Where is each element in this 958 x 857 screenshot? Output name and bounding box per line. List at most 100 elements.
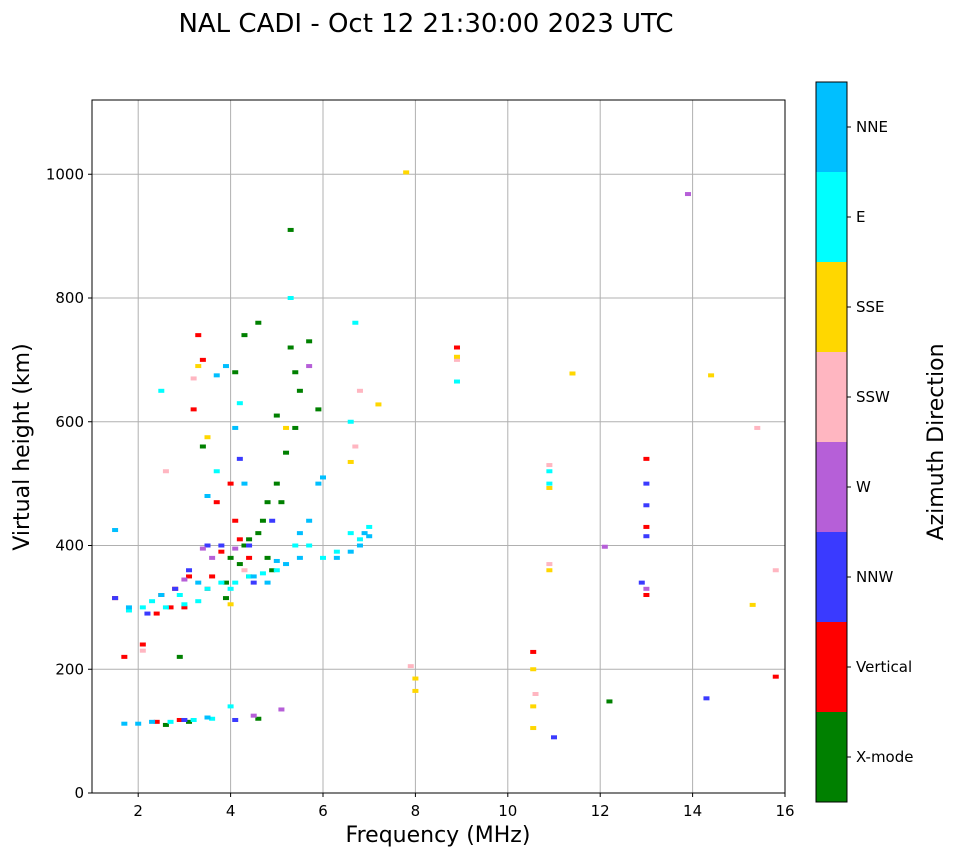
data-point-e	[195, 599, 202, 604]
data-point-x-mode	[606, 699, 613, 704]
data-point-nne	[241, 481, 248, 486]
colorbar-tick-label: SSW	[856, 388, 890, 406]
data-point-nne	[356, 543, 363, 548]
data-point-w	[232, 546, 239, 551]
data-point-nne	[204, 494, 211, 498]
data-point-x-mode	[176, 654, 183, 659]
data-point-e	[347, 531, 354, 536]
x-tick-label: 4	[226, 802, 236, 820]
data-point-nnw	[643, 481, 650, 486]
data-point-e	[287, 296, 294, 300]
y-tick-label: 800	[55, 289, 84, 307]
data-point-e	[352, 320, 359, 325]
data-point-vertical	[153, 611, 160, 616]
data-point-w	[643, 586, 650, 591]
data-points	[112, 170, 779, 740]
colorbar-frame	[815, 81, 848, 803]
data-point-nnw	[172, 586, 179, 591]
data-point-sse	[412, 676, 419, 681]
data-point-e	[453, 379, 460, 384]
data-point-x-mode	[278, 500, 285, 505]
colorbar-segment	[816, 352, 847, 442]
plot-area	[91, 99, 786, 794]
data-point-sse	[546, 568, 553, 573]
colorbar-segment	[816, 442, 847, 532]
data-point-x-mode	[236, 562, 243, 567]
colorbar-segment	[816, 82, 847, 172]
data-point-vertical	[176, 717, 183, 722]
data-point-sse	[749, 602, 756, 607]
data-point-nne	[320, 475, 326, 480]
x-axis-ticks: 2 4 6 8 10 12 14 16	[133, 793, 795, 820]
data-point-x-mode	[287, 227, 294, 232]
data-point-e	[218, 580, 225, 585]
data-point-x-mode	[199, 444, 206, 449]
data-point-x-mode	[273, 481, 280, 486]
data-point-ssw	[139, 648, 146, 653]
data-point-sse	[403, 170, 410, 175]
data-point-nnw	[246, 543, 253, 548]
data-point-e	[158, 388, 165, 393]
colorbar-tick-label: NNE	[856, 118, 888, 136]
data-point-x-mode	[292, 425, 299, 430]
data-point-x-mode	[315, 407, 322, 412]
colorbar-tick-label: SSE	[856, 298, 885, 316]
y-tick-label: 1000	[46, 165, 84, 183]
data-point-vertical	[199, 357, 206, 362]
data-point-vertical	[246, 555, 253, 560]
data-point-vertical	[195, 333, 202, 338]
colorbar-segment	[816, 712, 847, 802]
data-point-nnw	[643, 503, 650, 508]
data-point-e	[167, 719, 174, 724]
data-point-vertical	[186, 574, 193, 579]
data-point-vertical	[121, 654, 128, 659]
data-point-w	[181, 577, 188, 582]
x-tick-label: 6	[318, 802, 328, 820]
data-point-vertical	[232, 518, 239, 523]
data-point-x-mode	[259, 518, 266, 523]
data-point-x-mode	[241, 543, 248, 548]
data-point-nne	[232, 425, 239, 430]
data-point-e	[227, 704, 234, 709]
data-point-e	[320, 555, 326, 560]
colorbar-label: Azimuth Direction	[924, 343, 949, 540]
data-point-e	[227, 586, 234, 591]
data-point-nnw	[181, 717, 188, 722]
data-point-e	[162, 605, 169, 610]
data-point-vertical	[530, 649, 537, 654]
data-point-vertical	[190, 407, 197, 412]
data-point-w	[601, 544, 608, 549]
data-point-nne	[296, 531, 303, 536]
data-point-nnw	[144, 611, 151, 616]
data-point-nne	[112, 528, 119, 533]
data-point-nnw	[638, 580, 645, 585]
data-point-x-mode	[269, 568, 276, 573]
data-point-nnw	[186, 568, 193, 573]
data-point-nne	[347, 549, 354, 554]
data-point-vertical	[453, 345, 460, 350]
y-tick-label: 600	[55, 413, 84, 431]
data-point-nnw	[551, 735, 557, 740]
data-point-ssw	[352, 444, 359, 449]
data-point-nnw	[269, 518, 276, 523]
data-point-e	[209, 716, 216, 721]
data-point-ssw	[356, 388, 363, 393]
data-point-vertical	[643, 456, 650, 461]
data-point-w	[209, 555, 216, 560]
data-point-e	[213, 469, 220, 474]
data-point-vertical	[772, 674, 779, 679]
data-point-ssw	[190, 376, 197, 381]
data-point-e	[259, 571, 266, 576]
data-point-w	[684, 192, 691, 197]
data-point-ssw	[546, 463, 553, 468]
colorbar-tick-label: E	[856, 208, 865, 226]
data-point-nne	[333, 555, 340, 560]
data-point-w	[278, 707, 285, 712]
data-point-ssw	[453, 357, 460, 362]
data-point-vertical	[643, 524, 650, 529]
data-point-x-mode	[222, 596, 229, 601]
data-point-nne	[204, 715, 211, 720]
data-point-e	[306, 543, 313, 548]
data-point-e	[181, 602, 188, 607]
data-point-e	[292, 543, 299, 548]
